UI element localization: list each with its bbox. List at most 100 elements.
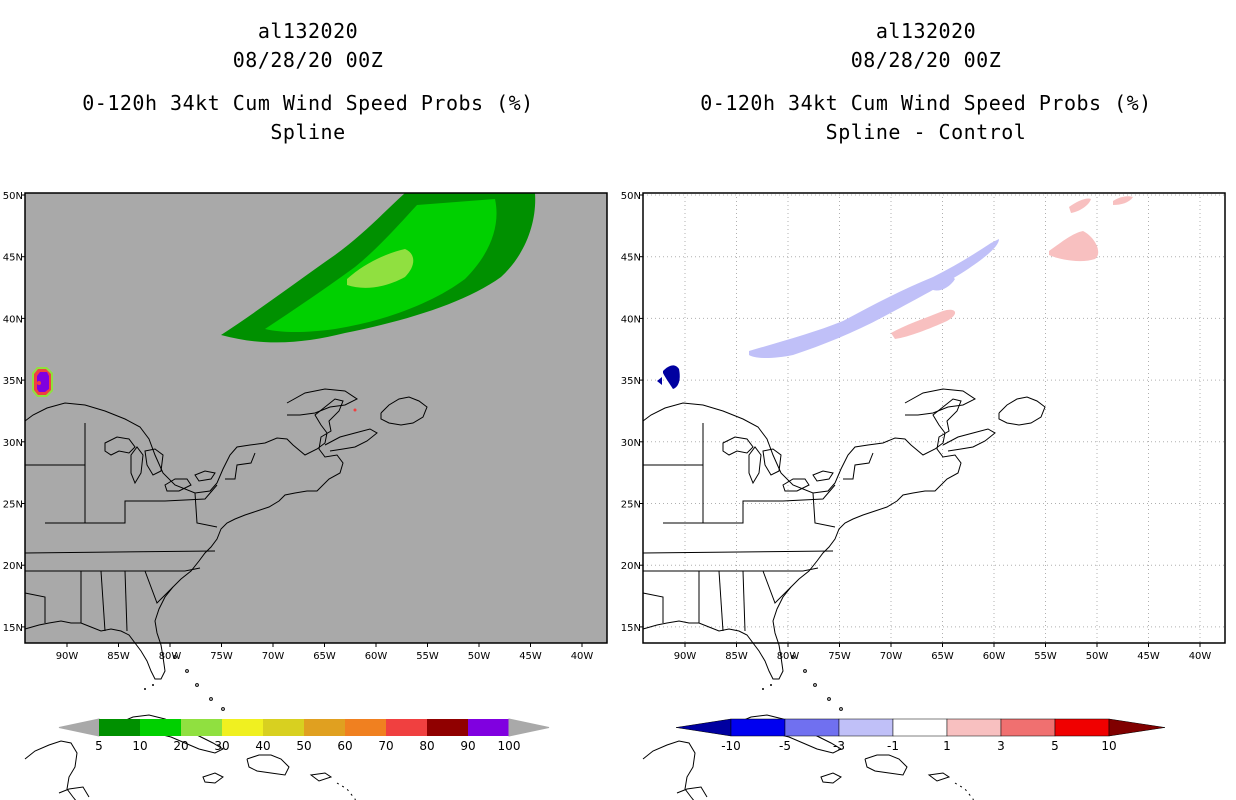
left-lon-label: 90W [56, 651, 79, 662]
left-colorbar-label: 30 [214, 739, 229, 753]
diff-positive-patch-4 [1113, 196, 1133, 205]
left-lat-label: 35N [3, 376, 23, 387]
right-map-background [643, 193, 1225, 643]
diff-positive-patch-2 [1049, 231, 1099, 262]
right-colorbar-label: -1 [887, 739, 899, 753]
left-colorbar-under-triangle [58, 718, 100, 737]
right-lat-label: 35N [621, 376, 641, 387]
right-datetime: 08/28/20 00Z [850, 48, 1002, 72]
right-colorbar-label: 5 [1051, 739, 1059, 753]
right-lat-label: 50N [621, 191, 641, 202]
left-colorbar-swatch [468, 719, 509, 736]
right-lon-label: 55W [1034, 651, 1057, 662]
left-colorbar-label: 90 [460, 739, 475, 753]
left-lon-label: 60W [365, 651, 388, 662]
left-panel-subtitle: 0-120h 34kt Cum Wind Speed Probs (%) Spl… [8, 89, 608, 147]
left-colorbar-swatch [140, 719, 181, 736]
right-lat-label: 25N [621, 500, 641, 511]
diff-negative-patch [931, 276, 955, 291]
left-colorbar-swatch [304, 719, 345, 736]
left-colorbar-swatch [263, 719, 304, 736]
right-lon-label: 70W [880, 651, 903, 662]
left-colorbar-label: 70 [378, 739, 393, 753]
right-colorbar-over-triangle [1108, 718, 1166, 737]
left-lat-label: 45N [3, 253, 23, 264]
left-lon-label: 75W [210, 651, 233, 662]
right-lon-label: 75W [828, 651, 851, 662]
left-lat-label: 25N [3, 500, 23, 511]
left-colorbar-swatch [386, 719, 427, 736]
left-lon-label: 50W [468, 651, 491, 662]
left-lat-label: 40N [3, 314, 23, 325]
left-map-frame [24, 192, 608, 644]
map-axes: 90W 85W 80W 75W 70W 65W 60W 55W 50W 45W 40W 50N 45N 4… [3, 191, 1212, 662]
right-map [642, 192, 1226, 800]
left-colorbar-label: 50 [296, 739, 311, 753]
left-colorbar-label: 100 [498, 739, 521, 753]
left-colorbar-label: 60 [337, 739, 352, 753]
right-lon-label: 65W [931, 651, 954, 662]
right-lon-label: 90W [674, 651, 697, 662]
left-colorbar-label: 5 [95, 739, 103, 753]
right-colorbar-swatch [730, 718, 786, 737]
left-product-subtitle: Spline [270, 120, 346, 144]
left-lon-label: 45W [519, 651, 542, 662]
diff-strong-negative-2 [657, 377, 662, 385]
right-map-frame [642, 192, 1226, 644]
left-lat-label: 20N [3, 561, 23, 572]
right-colorbar-label: -3 [833, 739, 845, 753]
right-lat-label: 15N [621, 623, 641, 634]
left-lon-label: 40W [571, 651, 594, 662]
right-lat-label: 45N [621, 253, 641, 264]
left-datetime: 08/28/20 00Z [232, 48, 384, 72]
left-colorbar-swatch [222, 719, 263, 736]
right-colorbar-swatch [838, 718, 894, 737]
left-lon-label: 85W [107, 651, 130, 662]
left-lon-label: 70W [262, 651, 285, 662]
right-panel-title: al132020 08/28/20 00Z [626, 17, 1226, 75]
diff-positive-patch-3 [1069, 198, 1091, 213]
left-lon-label: 55W [416, 651, 439, 662]
right-colorbar-label: -5 [779, 739, 791, 753]
right-colorbar-label: 1 [943, 739, 951, 753]
left-lon-label: 65W [313, 651, 336, 662]
right-panel-subtitle: 0-120h 34kt Cum Wind Speed Probs (%) Spl… [626, 89, 1226, 147]
right-storm-id: al132020 [875, 19, 977, 43]
left-colorbar-label: 10 [132, 739, 147, 753]
left-panel-title: al132020 08/28/20 00Z [8, 17, 608, 75]
left-lat-label: 50N [3, 191, 23, 202]
right-colorbar-swatch [946, 718, 1002, 737]
left-colorbar-swatch [345, 719, 386, 736]
left-colorbar-swatch [181, 719, 222, 736]
right-lon-label: 50W [1086, 651, 1109, 662]
left-colorbar-label: 40 [255, 739, 270, 753]
right-colorbar-swatch [892, 718, 948, 737]
right-lon-label: 80W [777, 651, 800, 662]
right-colorbar-swatch [1054, 718, 1110, 737]
right-lon-label: 85W [725, 651, 748, 662]
left-storm-center [32, 367, 53, 397]
right-lon-label: 45W [1137, 651, 1160, 662]
right-lat-label: 30N [621, 438, 641, 449]
left-map [24, 192, 608, 800]
prob-ring-inner [37, 372, 49, 392]
right-product-subtitle: Spline - Control [825, 120, 1027, 144]
right-lat-label: 40N [621, 314, 641, 325]
left-colorbar-swatch [427, 719, 468, 736]
prob-dot [37, 381, 41, 385]
left-colorbar-label: 80 [419, 739, 434, 753]
prob-contour-20 [347, 249, 414, 288]
left-lat-label: 15N [3, 623, 23, 634]
diff-positive-patch-1 [891, 309, 956, 339]
right-colorbar-under-triangle [675, 718, 732, 737]
left-map-background [25, 193, 607, 643]
right-colorbar-label: 10 [1101, 739, 1116, 753]
right-lat-label: 20N [621, 561, 641, 572]
right-colorbar-swatch [784, 718, 840, 737]
left-lat-label: 30N [3, 438, 23, 449]
diff-strong-negative [663, 365, 680, 389]
right-difference-field [657, 196, 1133, 389]
left-small-dot [353, 408, 357, 412]
right-colorbar-label: 3 [997, 739, 1005, 753]
